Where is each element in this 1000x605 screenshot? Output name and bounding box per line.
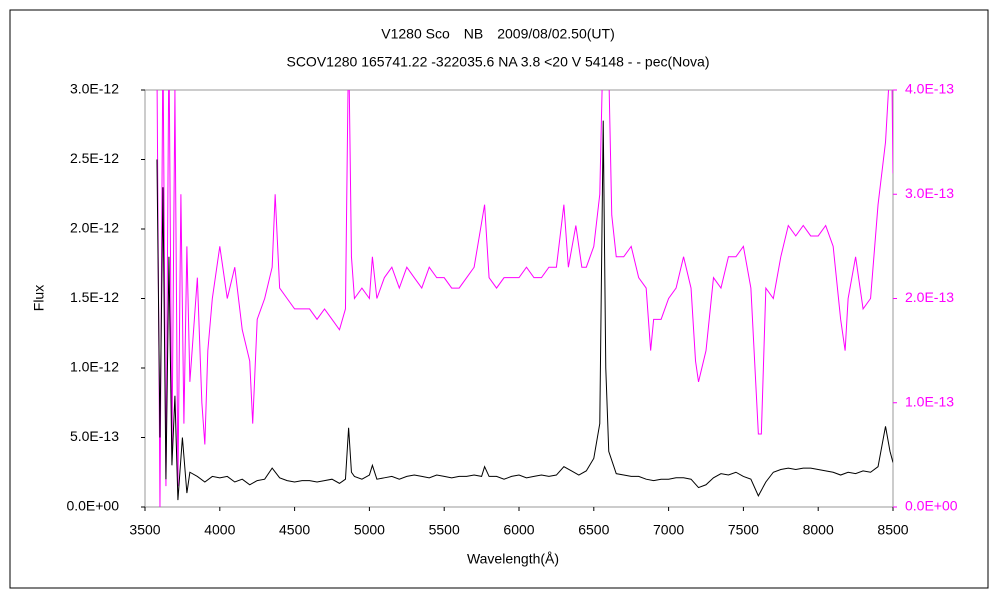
plot-area	[156, 90, 893, 507]
y-axis-label: Flux	[31, 285, 47, 311]
chart-subtitle: SCOV1280 165741.22 -322035.6 NA 3.8 <20 …	[286, 54, 709, 70]
x-tick-label: 4500	[279, 522, 310, 538]
y-tick-label: 2.0E-12	[70, 220, 119, 236]
y-tick-label: 1.5E-12	[70, 289, 119, 305]
x-tick-label: 3500	[129, 522, 160, 538]
y2-tick-label: 1.0E-13	[905, 393, 954, 409]
x-tick-label: 5000	[354, 522, 385, 538]
y2-tick-label: 2.0E-13	[905, 289, 954, 305]
y-tick-label: 2.5E-12	[70, 150, 119, 166]
x-tick-label: 6500	[578, 522, 609, 538]
y2-tick-label: 3.0E-13	[905, 185, 954, 201]
y-tick-label: 1.0E-12	[70, 359, 119, 375]
spectrum-line	[156, 120, 893, 501]
y-tick-label: 3.0E-12	[70, 81, 119, 97]
y2-tick-label: 4.0E-13	[905, 81, 954, 97]
x-tick-label: 4000	[204, 522, 235, 538]
x-tick-label: 6000	[503, 522, 534, 538]
x-tick-label: 8000	[803, 522, 834, 538]
x-tick-label: 8500	[877, 522, 908, 538]
y-tick-label: 0.0E+00	[66, 498, 119, 514]
x-tick-label: 7500	[728, 522, 759, 538]
x-axis-label: Wavelength(Å)	[467, 551, 559, 567]
y-tick-label: 5.0E-13	[70, 428, 119, 444]
x-tick-label: 5500	[429, 522, 460, 538]
x-tick-label: 7000	[653, 522, 684, 538]
chart-title: V1280 Sco NB 2009/08/02.50(UT)	[381, 26, 614, 42]
spectrum-line	[156, 90, 893, 507]
y2-tick-label: 0.0E+00	[905, 498, 958, 514]
